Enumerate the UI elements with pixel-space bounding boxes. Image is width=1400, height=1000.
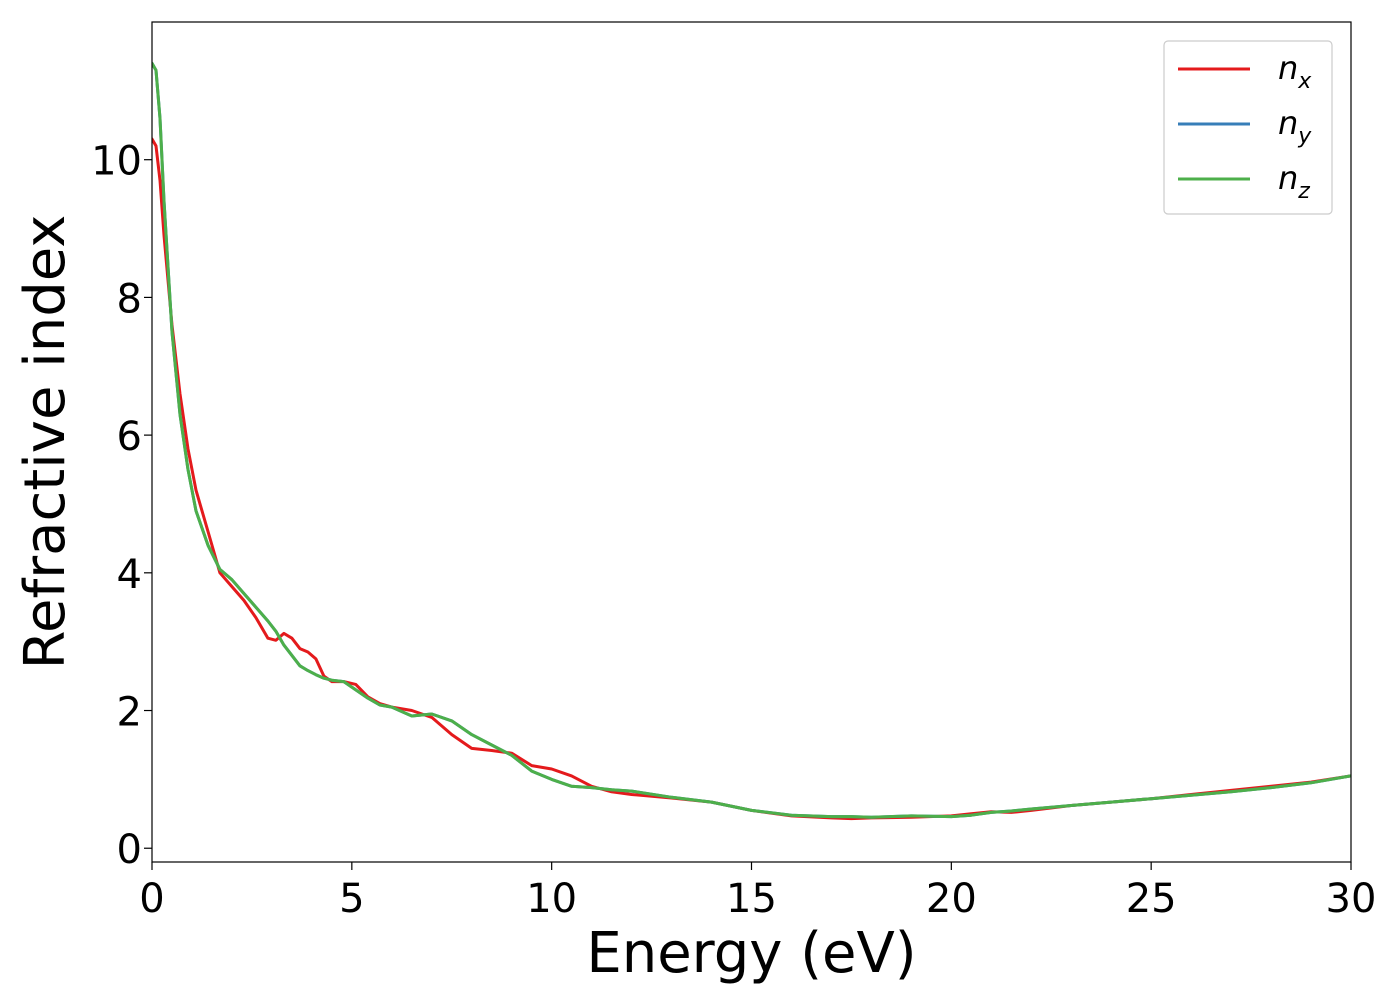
series-layer [152,61,1351,821]
series-line-nz [152,61,1351,819]
y-axis-title: Refractive index [13,215,78,670]
axis-ticks: 0 5 10 15 20 25 30 0 2 4 6 8 10 [91,139,1376,922]
legend-label-nx: nx [1278,49,1312,94]
legend-label-nz: nz [1278,159,1310,204]
x-axis-title: Energy (eV) [586,921,916,986]
x-tick-label: 5 [339,876,364,922]
y-tick-label: 4 [117,552,142,598]
legend-label-ny: ny [1278,104,1312,149]
y-tick-label: 6 [117,414,142,460]
y-tick-label: 8 [117,276,142,322]
y-tick-label: 2 [117,690,142,736]
y-tick-label: 10 [91,139,142,185]
legend-box [1163,40,1333,215]
x-tick-label: 0 [139,876,164,922]
x-tick-label: 30 [1326,876,1377,922]
y-tick-label: 0 [117,827,142,873]
legend: nx ny nz [1163,40,1333,215]
x-tick-label: 25 [1126,876,1177,922]
x-tick-label: 20 [926,876,977,922]
series-line-nx [152,137,1351,821]
x-tick-label: 15 [726,876,777,922]
x-tick-label: 10 [526,876,577,922]
